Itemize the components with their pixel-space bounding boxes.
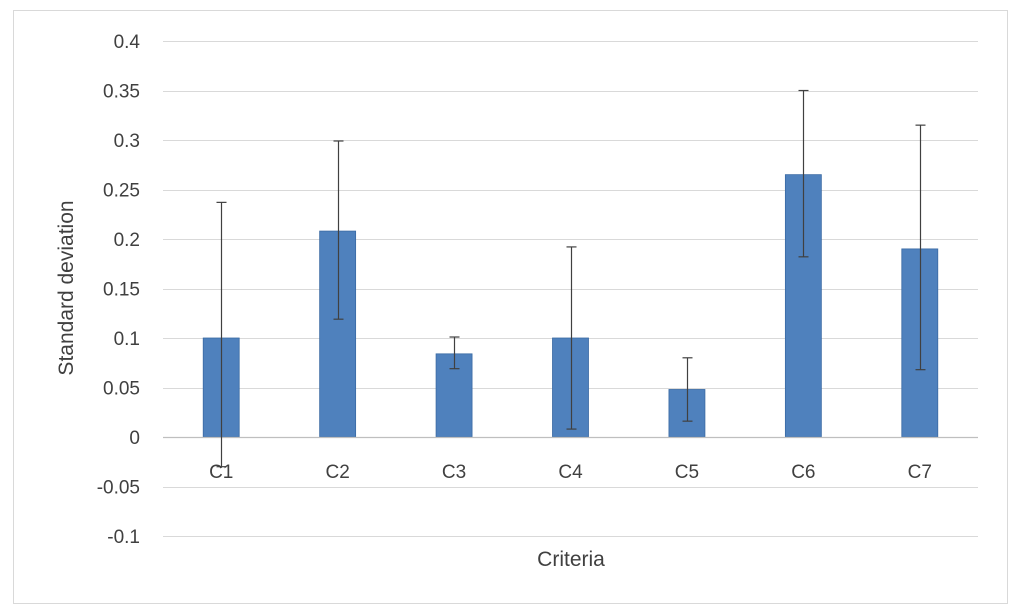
x-tick-label: C3 bbox=[442, 462, 466, 483]
y-tick-label: 0 bbox=[129, 428, 140, 449]
gridlines bbox=[163, 41, 978, 537]
x-tick-label: C2 bbox=[325, 462, 349, 483]
y-tick-label: 0.2 bbox=[114, 230, 140, 251]
x-tick-label: C7 bbox=[908, 462, 932, 483]
y-tick-label: 0.4 bbox=[114, 32, 141, 53]
x-tick-label: C1 bbox=[209, 462, 233, 483]
error-bar-c5 bbox=[682, 357, 693, 422]
x-tick-label: C5 bbox=[675, 462, 699, 483]
x-tick-labels: C1 C2 C3 C4 C5 C6 C7 bbox=[209, 462, 932, 483]
error-bar-c7 bbox=[915, 124, 926, 371]
y-tick-labels: -0.1 -0.05 0 0.05 0.1 0.15 0.2 0.25 0.3 0.35 0.4 bbox=[97, 32, 141, 548]
y-tick-label: -0.1 bbox=[107, 527, 140, 548]
x-tick-label: C6 bbox=[791, 462, 815, 483]
y-tick-label: 0.1 bbox=[114, 329, 140, 350]
error-bar-c4 bbox=[566, 246, 577, 430]
y-tick-label: 0.05 bbox=[103, 379, 140, 400]
x-axis-title: Criteria bbox=[537, 548, 605, 571]
error-bar-c2 bbox=[333, 140, 344, 320]
y-axis-title: Standard deviation bbox=[55, 200, 78, 375]
bar-c7 bbox=[901, 248, 939, 438]
x-tick-label: C4 bbox=[558, 462, 583, 483]
y-tick-label: 0.3 bbox=[114, 131, 140, 152]
error-bar-c3 bbox=[449, 336, 460, 370]
bar-c4 bbox=[552, 337, 589, 438]
y-tick-label: 0.25 bbox=[103, 181, 140, 202]
chart-frame bbox=[13, 10, 1008, 604]
error-bar-c6 bbox=[798, 89, 809, 258]
bars bbox=[202, 174, 939, 438]
bar-c2 bbox=[319, 230, 357, 438]
error-bars bbox=[216, 89, 926, 468]
y-tick-label: 0.15 bbox=[103, 280, 140, 301]
error-bar-c1 bbox=[216, 201, 227, 468]
y-tick-label: -0.05 bbox=[97, 478, 140, 499]
y-tick-label: 0.35 bbox=[103, 82, 140, 103]
